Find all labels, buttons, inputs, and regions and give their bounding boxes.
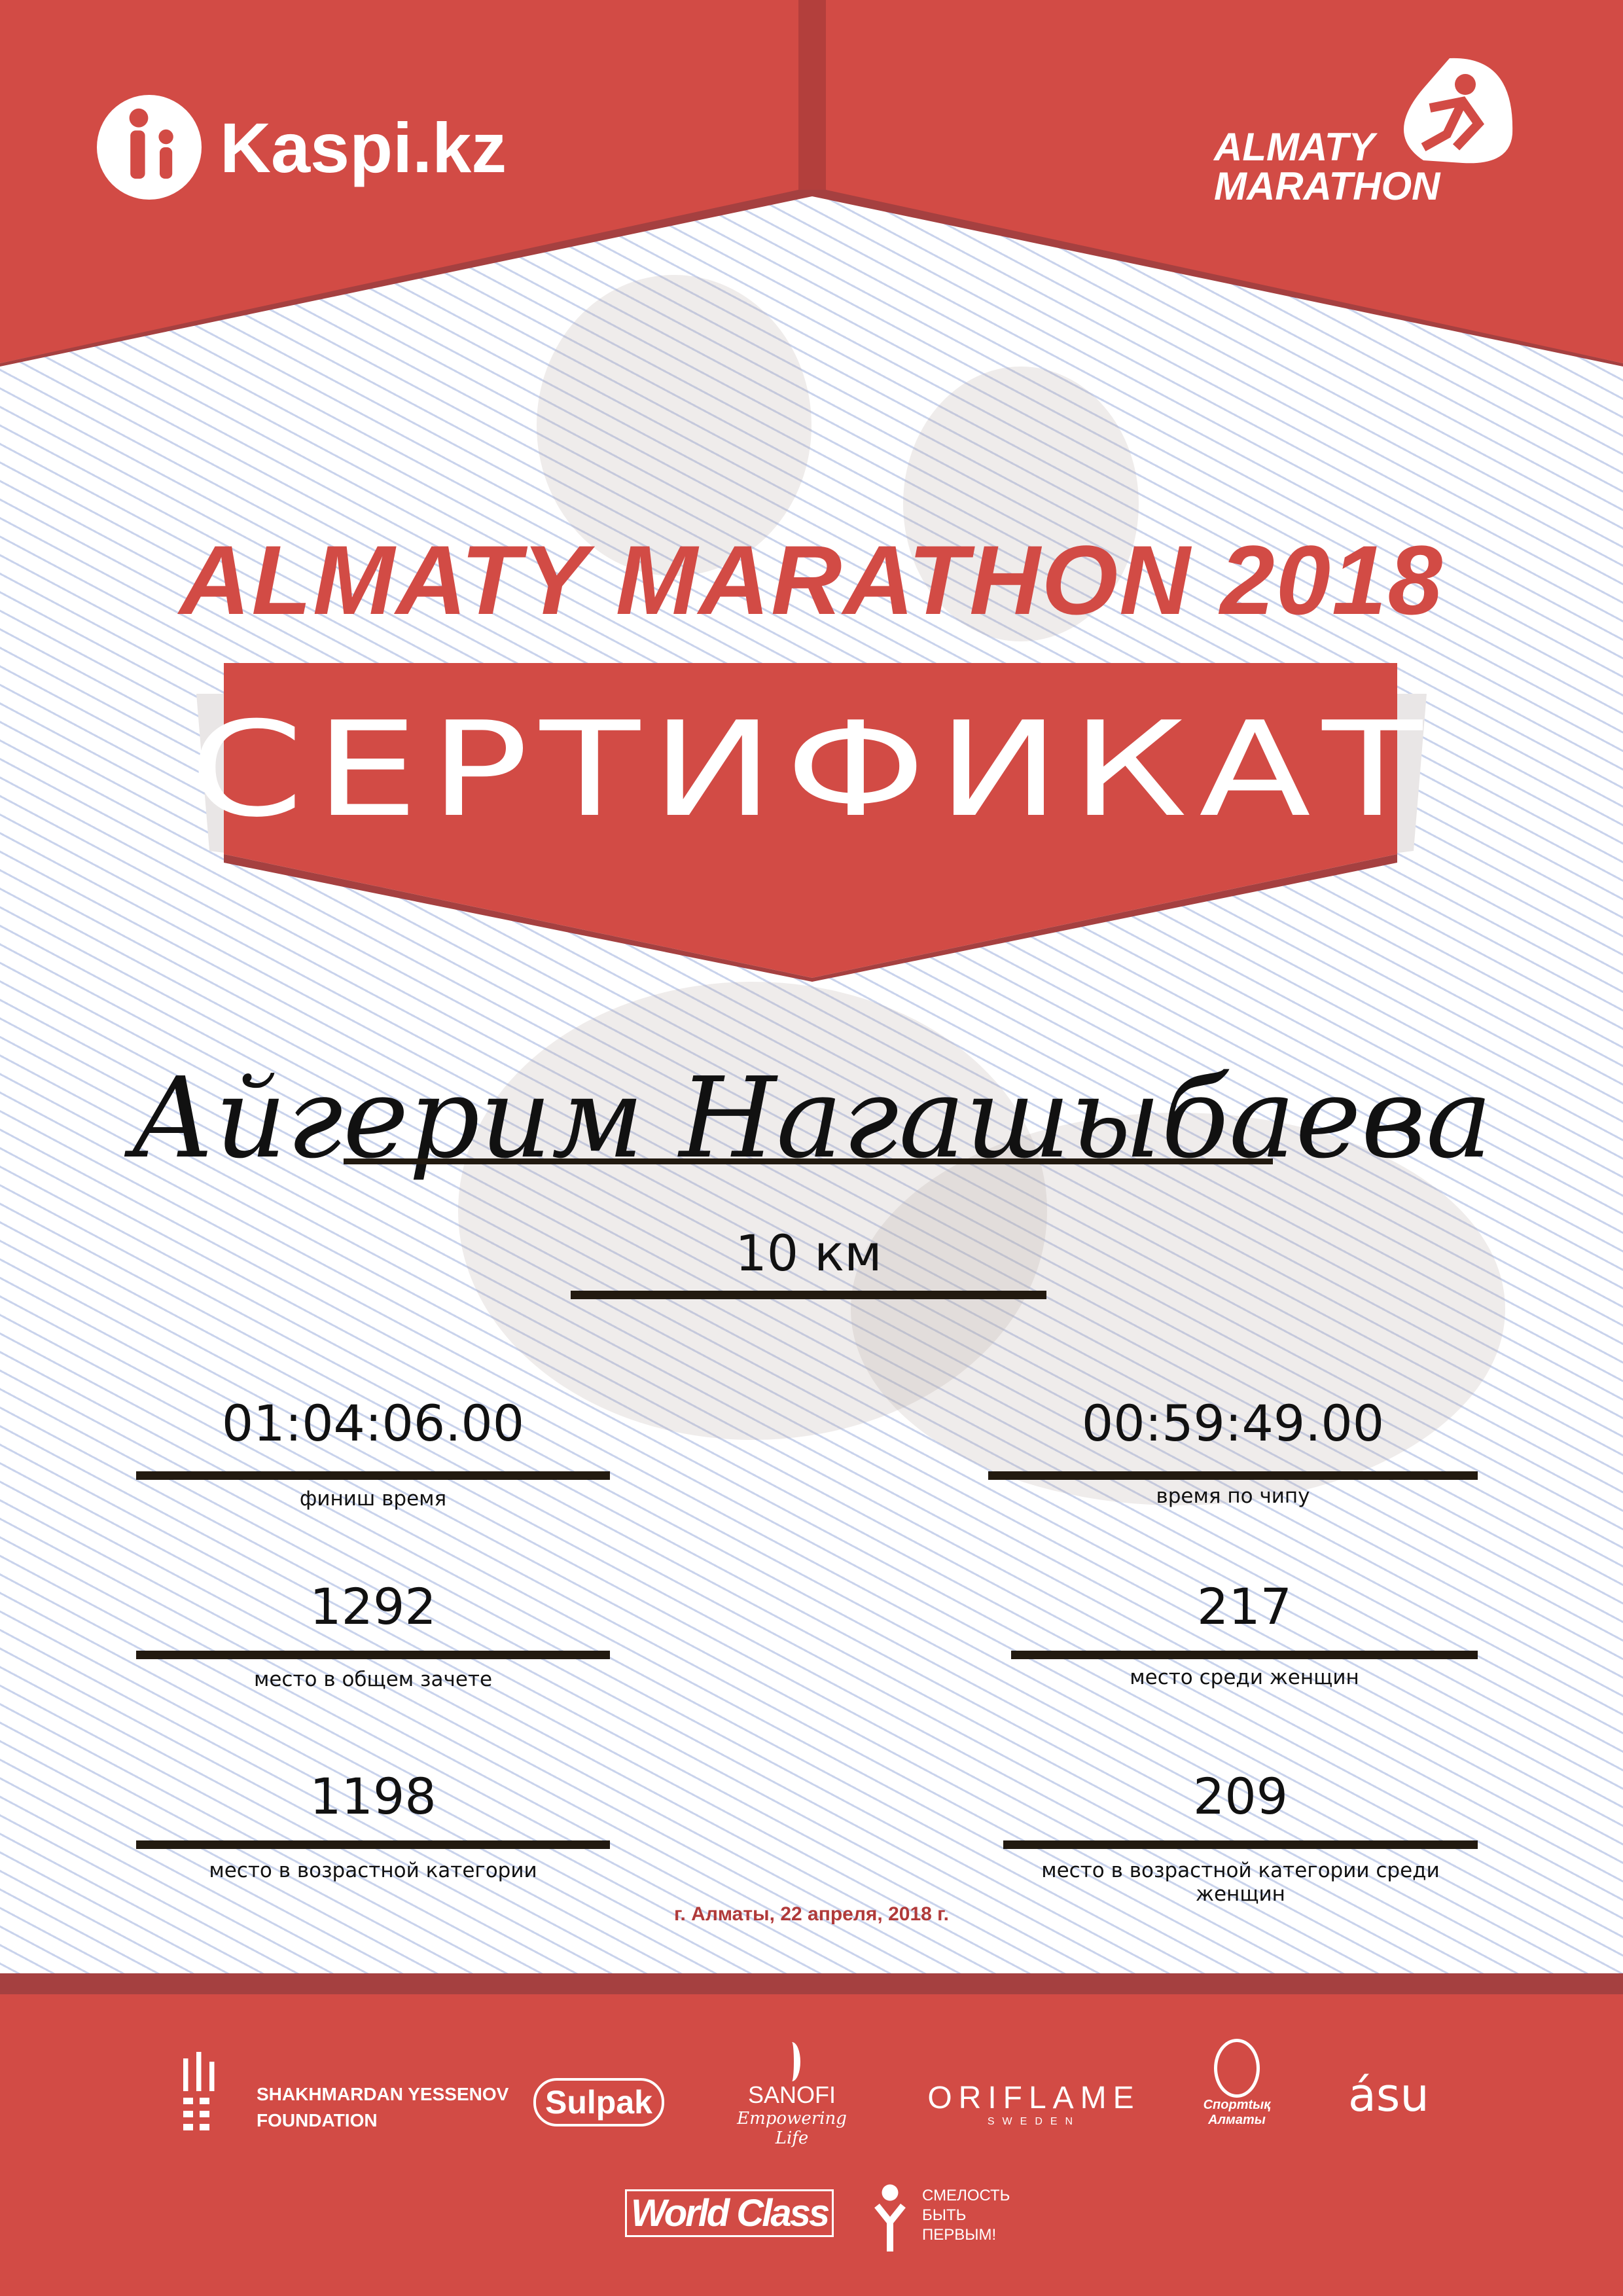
fund-text: СМЕЛОСТЬ БЫТЬ ПЕРВЫМ! <box>922 2186 1010 2245</box>
underline <box>136 1651 610 1659</box>
yessenov-text: SHAKHMARDAN YESSENOV FOUNDATION <box>257 2081 508 2134</box>
sport-almaty-line1: Спортtық <box>1203 2098 1271 2112</box>
oriflame-text: ORIFLAME <box>927 2081 1141 2115</box>
age-category-place-label: место в возрастной категории <box>209 1859 537 1882</box>
overall-place-label: место в общем зачете <box>253 1668 493 1691</box>
finish-time: 01:04:06.00 <box>221 1394 525 1452</box>
underline <box>136 1471 610 1480</box>
underline <box>988 1471 1478 1480</box>
almaty-marathon-logo: ALMATY MARATHON <box>1214 56 1522 213</box>
fund-line1: СМЕЛОСТЬ <box>922 2187 1010 2204</box>
sport-almaty-icon <box>1214 2039 1260 2098</box>
fund-logo: СМЕЛОСТЬ БЫТЬ ПЕРВЫМ! <box>867 2179 1010 2251</box>
chip-time-label: время по чипу <box>1156 1484 1310 1508</box>
header-banner <box>0 0 1623 367</box>
distance: 10 км <box>735 1224 882 1282</box>
runner-photo <box>851 1113 1505 1505</box>
partners-footer <box>0 1973 1623 2296</box>
underline <box>1011 1651 1478 1659</box>
yessenov-line1: SHAKHMARDAN YESSENOV <box>257 2084 509 2104</box>
world-class-logo: World Class <box>625 2189 834 2237</box>
certificate-banner <box>196 663 1427 982</box>
distance-underline <box>571 1291 1046 1299</box>
sanofi-logo: SANOFI Empowering Life <box>726 2042 857 2148</box>
women-place: 217 <box>1196 1577 1293 1636</box>
chip-time: 00:59:49.00 <box>1081 1394 1385 1452</box>
logo-text-almaty: ALMATY <box>1214 125 1375 169</box>
fund-line2: БЫТЬ <box>922 2206 967 2224</box>
runner-icon <box>1404 58 1513 164</box>
runner-photo <box>458 982 1047 1440</box>
fund-line3: ПЕРВЫМ! <box>922 2226 997 2244</box>
runner-photo <box>537 275 812 576</box>
sport-almaty-logo: Спортtық Алматы <box>1198 2039 1276 2128</box>
yessenov-line2: FOUNDATION <box>257 2110 378 2130</box>
runner-photo <box>903 367 1139 641</box>
women-age-category-place: 209 <box>1192 1767 1289 1825</box>
event-title: ALMATY MARATHON 2018 <box>179 525 1444 635</box>
oriflame-sweden: SWEDEN <box>987 2116 1081 2127</box>
finish-time-label: финиш время <box>299 1487 447 1511</box>
logo-text-marathon: MARATHON <box>1214 164 1440 208</box>
women-age-category-place-label: место в возрастной категории среди женщи… <box>1041 1859 1440 1906</box>
sanofi-text: SANOFI <box>747 2081 836 2108</box>
yessenov-icon <box>183 2052 215 2130</box>
sanofi-icon <box>783 2042 800 2081</box>
certificate-heading: СЕРТИФИКАТ <box>189 694 1434 846</box>
underline <box>136 1840 610 1849</box>
sulpak-logo: Sulpak <box>533 2078 664 2126</box>
overall-place: 1292 <box>310 1577 437 1636</box>
sanofi-tagline: Empowering Life <box>737 2109 847 2148</box>
yessenov-logo <box>183 2052 223 2134</box>
age-category-place: 1198 <box>310 1767 437 1825</box>
asu-logo: ásu <box>1348 2068 1429 2122</box>
kaspi-logo: Kaspi.kz <box>97 95 507 200</box>
kaspi-text: Kaspi.kz <box>220 107 507 187</box>
underline <box>1003 1840 1478 1849</box>
kaspi-icon <box>97 95 202 200</box>
sport-almaty-line2: Алматы <box>1208 2113 1266 2127</box>
date-place: г. Алматы, 22 апреля, 2018 г. <box>674 1903 949 1925</box>
name-underline <box>344 1158 1273 1164</box>
women-place-label: место среди женщин <box>1130 1666 1359 1689</box>
oriflame-logo: ORIFLAME SWEDEN <box>923 2080 1145 2128</box>
fund-runner-icon <box>874 2184 906 2251</box>
